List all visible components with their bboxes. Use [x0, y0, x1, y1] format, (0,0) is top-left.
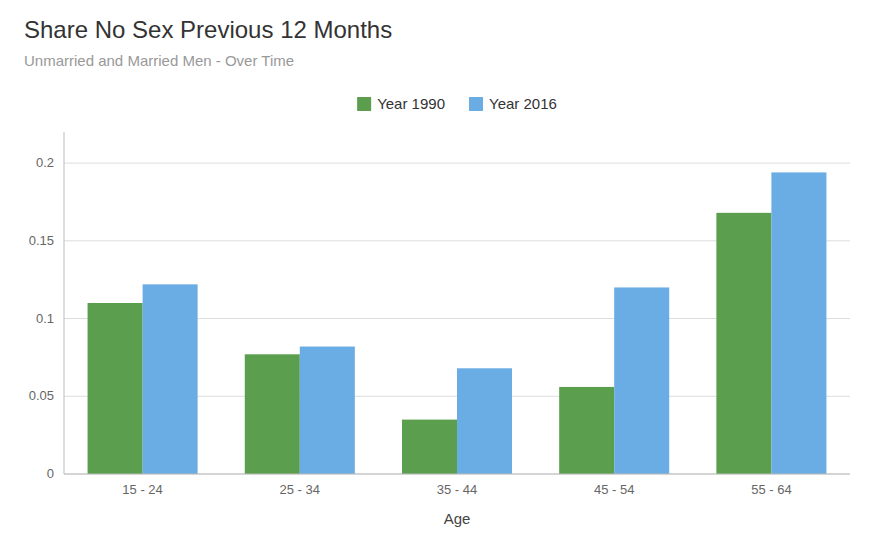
bar	[143, 284, 198, 474]
bar	[614, 287, 669, 474]
bar	[300, 347, 355, 474]
background	[0, 0, 874, 540]
y-axis-line	[64, 132, 65, 474]
x-tick-label: 35 - 44	[437, 482, 477, 497]
grid-line	[64, 163, 850, 164]
legend-label: Year 2016	[489, 95, 557, 112]
bar	[771, 172, 826, 474]
grid-line	[64, 474, 850, 475]
bar	[402, 420, 457, 474]
legend-swatch	[469, 97, 483, 111]
legend: Year 1990 Year 2016	[357, 95, 557, 112]
y-tick-label: 0.2	[36, 155, 54, 170]
bar	[245, 354, 300, 474]
y-tick-label: 0.1	[36, 311, 54, 326]
legend-swatch	[357, 97, 371, 111]
x-tick-label: 45 - 54	[594, 482, 634, 497]
x-axis: 15 - 24 25 - 34 35 - 44 45 - 54 55 - 64 Age	[64, 474, 850, 527]
y-tick-label: 0.05	[29, 388, 54, 403]
y-axis: 0 0.05 0.1 0.15 0.2	[29, 132, 850, 481]
subtitle: Unmarried and Married Men - Over Time	[24, 52, 294, 69]
chart: Share No Sex Previous 12 Months Unmarried…	[0, 0, 874, 540]
chart-container: Share No Sex Previous 12 Months Unmarried…	[0, 0, 874, 540]
y-tick-label: 0	[47, 466, 54, 481]
x-tick-label: 55 - 64	[751, 482, 791, 497]
bar	[457, 368, 512, 474]
x-axis-label: Age	[444, 510, 471, 527]
x-axis-line	[64, 474, 850, 475]
x-tick-label: 15 - 24	[122, 482, 162, 497]
bar	[716, 213, 771, 474]
y-tick-label: 0.15	[29, 233, 54, 248]
legend-label: Year 1990	[377, 95, 445, 112]
bar	[559, 387, 614, 474]
x-tick-label: 25 - 34	[280, 482, 320, 497]
bars	[88, 172, 827, 474]
title: Share No Sex Previous 12 Months	[24, 16, 392, 43]
bar	[88, 303, 143, 474]
